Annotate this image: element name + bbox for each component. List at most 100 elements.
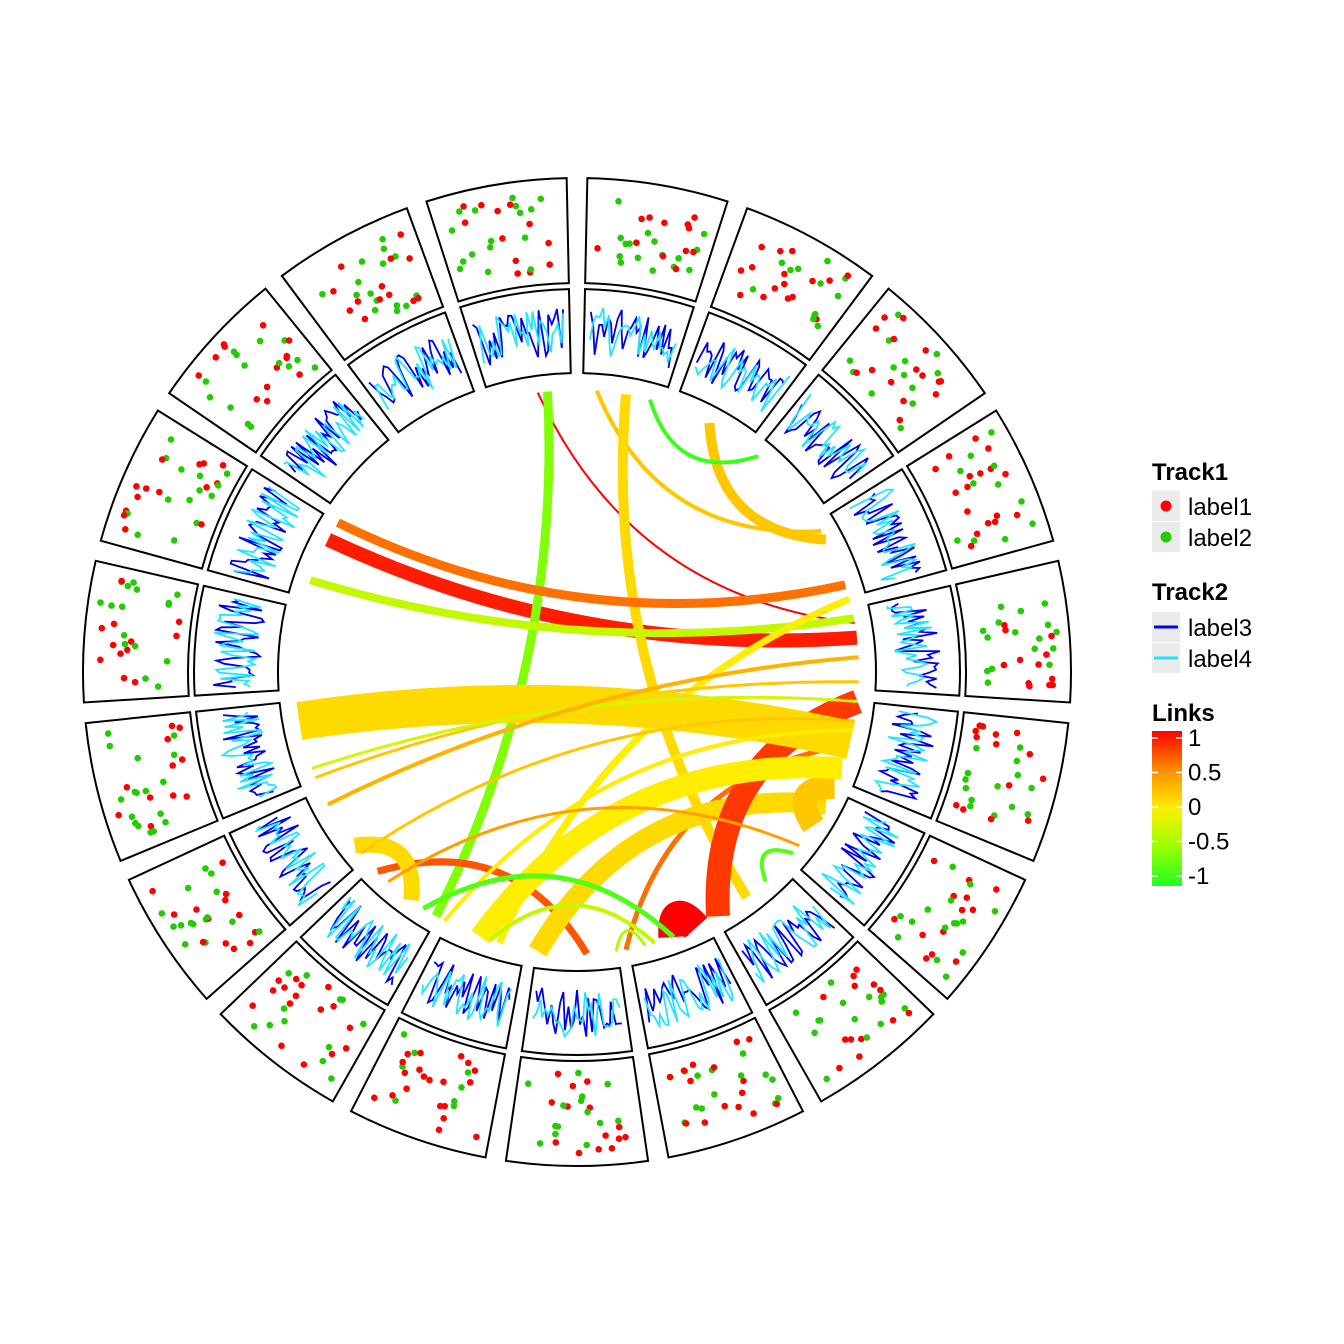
track2-line-label4: [746, 905, 832, 983]
track2-sector-18: [346, 311, 476, 434]
link-5: [704, 422, 827, 545]
track1-point: [552, 1130, 559, 1138]
track1-point: [870, 981, 878, 988]
track1-points: [97, 194, 1060, 1157]
track1-point: [809, 277, 816, 285]
track1-point: [361, 315, 369, 323]
track1-point: [909, 384, 916, 392]
link-6: [431, 391, 554, 919]
track1-point: [781, 270, 788, 278]
track1-point: [810, 315, 817, 323]
track1-point: [659, 252, 667, 260]
track1-point: [506, 201, 514, 208]
track1-point: [967, 542, 975, 550]
track1-point: [527, 206, 535, 213]
track1-point: [184, 884, 192, 892]
track1-point: [967, 452, 975, 460]
track1-point: [686, 266, 693, 274]
track1-point: [846, 357, 854, 365]
track1-point: [128, 813, 136, 821]
track1-point: [984, 667, 991, 675]
track1-point: [634, 254, 642, 262]
track1-point: [292, 992, 300, 1000]
track1-point: [964, 483, 971, 491]
track1-point: [820, 993, 827, 1001]
track1-point: [176, 724, 183, 731]
track1-point: [1036, 635, 1043, 642]
track1-point: [890, 364, 897, 371]
track2-sector-6: [851, 701, 960, 820]
track1-point: [953, 920, 961, 927]
track1-point: [552, 1139, 560, 1146]
track1-point: [208, 492, 215, 500]
track1-point: [1014, 771, 1022, 779]
track1-sector-11: [349, 1016, 507, 1159]
track1-point: [134, 493, 141, 501]
track1-point: [1041, 600, 1049, 607]
track2-sector-9: [631, 936, 754, 1050]
track1-point: [1005, 782, 1013, 789]
track2-sector-13: [228, 796, 355, 927]
track1-point: [160, 778, 167, 786]
track1-point: [108, 602, 115, 609]
track1-point: [877, 1020, 885, 1028]
track1-point: [1031, 645, 1038, 653]
track1-point: [1016, 656, 1024, 664]
track1-point: [437, 1102, 444, 1110]
track1-point: [913, 366, 920, 373]
track1-point: [991, 908, 999, 915]
track1-sector-6: [935, 711, 1070, 863]
track1-sector-19: [425, 177, 570, 303]
track1-point: [403, 1085, 410, 1092]
track1-point: [794, 265, 802, 273]
track1-point: [164, 496, 172, 503]
link-20: [443, 728, 853, 923]
track1-point: [178, 466, 185, 473]
track1-point: [865, 993, 873, 1001]
track1-point: [186, 496, 193, 504]
colorbar-tick-label: 0.5: [1188, 760, 1221, 787]
track1-sector-16: [99, 409, 249, 570]
link-2: [325, 533, 858, 648]
track1-point: [162, 818, 169, 826]
track1-point: [1053, 628, 1060, 636]
track1-point: [784, 295, 792, 302]
track2-line-label3: [877, 712, 934, 801]
colorbar-tick-label: -1: [1188, 863, 1209, 890]
track1-point: [774, 1094, 782, 1102]
track1-point: [959, 949, 967, 956]
track1-point: [131, 642, 139, 650]
track1-point: [1044, 621, 1052, 629]
track1-point: [97, 656, 104, 664]
track1-point: [484, 268, 492, 276]
track2-sector-16: [206, 467, 325, 594]
track1-point: [737, 1072, 745, 1079]
track1-point: [524, 1080, 532, 1087]
track1-point: [1013, 511, 1021, 519]
track1-point: [255, 928, 263, 935]
track2-line-label4: [233, 486, 301, 574]
track1-point: [473, 1133, 480, 1141]
track1-point: [894, 934, 902, 941]
track1-point: [1013, 729, 1021, 737]
track1-point: [376, 296, 384, 303]
track1-point: [227, 404, 234, 411]
track1-point: [966, 472, 974, 480]
track1-point: [762, 1071, 769, 1078]
track1-point: [973, 744, 980, 752]
track1-point: [249, 1002, 256, 1009]
track1-point: [127, 638, 135, 645]
track1-point: [891, 915, 898, 923]
track1-point: [177, 922, 185, 929]
track1-point: [193, 906, 200, 913]
track2-line-label4: [821, 816, 899, 905]
track1-point: [456, 208, 463, 215]
track1-point: [537, 195, 545, 203]
track1-point: [355, 278, 362, 286]
track1-point: [1016, 744, 1024, 751]
track1-point: [104, 730, 112, 737]
track1-point: [158, 910, 166, 917]
track1-point: [992, 740, 1000, 748]
link-23: [353, 836, 420, 901]
track1-point: [110, 620, 118, 628]
